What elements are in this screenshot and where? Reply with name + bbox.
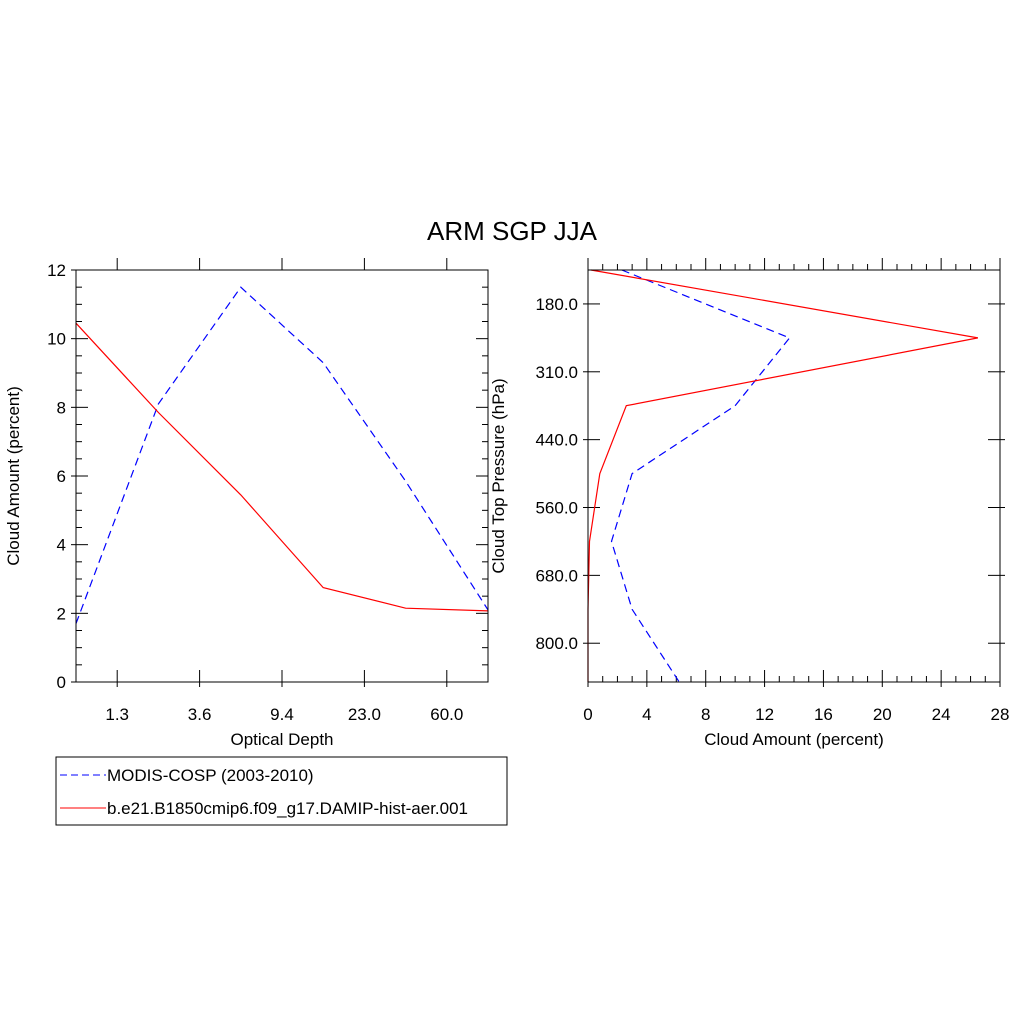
legend-label-model: b.e21.B1850cmip6.f09_g17.DAMIP-hist-aer.… — [107, 799, 468, 818]
right-chart: 0 4 8 12 16 20 24 28 180.0 310.0 440.0 560.0 680.0 80… — [489, 258, 1009, 749]
right-y-axis-label: Cloud Top Pressure (hPa) — [489, 378, 508, 573]
left-y-tick-label: 6 — [57, 467, 66, 486]
left-y-tick-label: 8 — [57, 398, 66, 417]
right-series-lines — [587, 269, 979, 683]
right-y-tick-label: 440.0 — [535, 431, 578, 450]
left-series-modis-line — [75, 286, 489, 624]
right-series-modis-line — [610, 269, 791, 683]
legend-box — [55, 756, 508, 826]
right-x-tick-label: 8 — [701, 705, 710, 724]
right-y-tick-label: 560.0 — [535, 499, 578, 518]
right-x-tick-label: 28 — [991, 705, 1010, 724]
right-y-tick-label: 680.0 — [535, 566, 578, 585]
left-x-tick-label: 9.4 — [270, 705, 294, 724]
right-x-tick-label: 12 — [755, 705, 774, 724]
left-x-tick-label: 23.0 — [348, 705, 381, 724]
left-x-tick-label: 1.3 — [105, 705, 129, 724]
right-y-tick-label: 180.0 — [535, 295, 578, 314]
right-x-tick-label: 0 — [583, 705, 592, 724]
right-x-tick-label: 24 — [932, 705, 951, 724]
left-y-tick-label: 10 — [47, 330, 66, 349]
left-y-tick-label: 12 — [47, 261, 66, 280]
left-plot-frame — [75, 269, 489, 683]
legend-label-modis: MODIS-COSP (2003-2010) — [107, 766, 314, 785]
right-ticks: 0 4 8 12 16 20 24 28 180.0 310.0 440.0 560.0 680.0 80… — [535, 258, 1009, 724]
left-series-model-line — [75, 322, 489, 612]
right-x-tick-label: 20 — [873, 705, 892, 724]
left-y-tick-label: 0 — [57, 673, 66, 692]
left-x-tick-label: 3.6 — [188, 705, 212, 724]
right-plot-frame — [587, 269, 1001, 683]
right-x-tick-label: 4 — [642, 705, 651, 724]
left-y-tick-label: 4 — [57, 536, 66, 555]
left-y-tick-label: 2 — [57, 604, 66, 623]
left-chart: 0 2 4 6 8 10 12 1.3 3.6 9.4 23.0 60.0 Optical Depth… — [4, 258, 489, 749]
right-x-axis-label: Cloud Amount (percent) — [704, 730, 884, 749]
chart-title: ARM SGP JJA — [427, 216, 598, 246]
left-y-axis-label: Cloud Amount (percent) — [4, 386, 23, 566]
right-y-tick-label: 800.0 — [535, 634, 578, 653]
right-series-model-line — [587, 269, 979, 682]
left-x-tick-label: 60.0 — [430, 705, 463, 724]
legend: MODIS-COSP (2003-2010) b.e21.B1850cmip6.… — [55, 756, 508, 826]
left-ticks: 0 2 4 6 8 10 12 1.3 3.6 9.4 23.0 60.0 — [47, 258, 488, 724]
left-series-lines — [75, 286, 489, 624]
left-x-axis-label: Optical Depth — [231, 730, 334, 749]
right-x-tick-label: 16 — [814, 705, 833, 724]
right-y-tick-label: 310.0 — [535, 363, 578, 382]
